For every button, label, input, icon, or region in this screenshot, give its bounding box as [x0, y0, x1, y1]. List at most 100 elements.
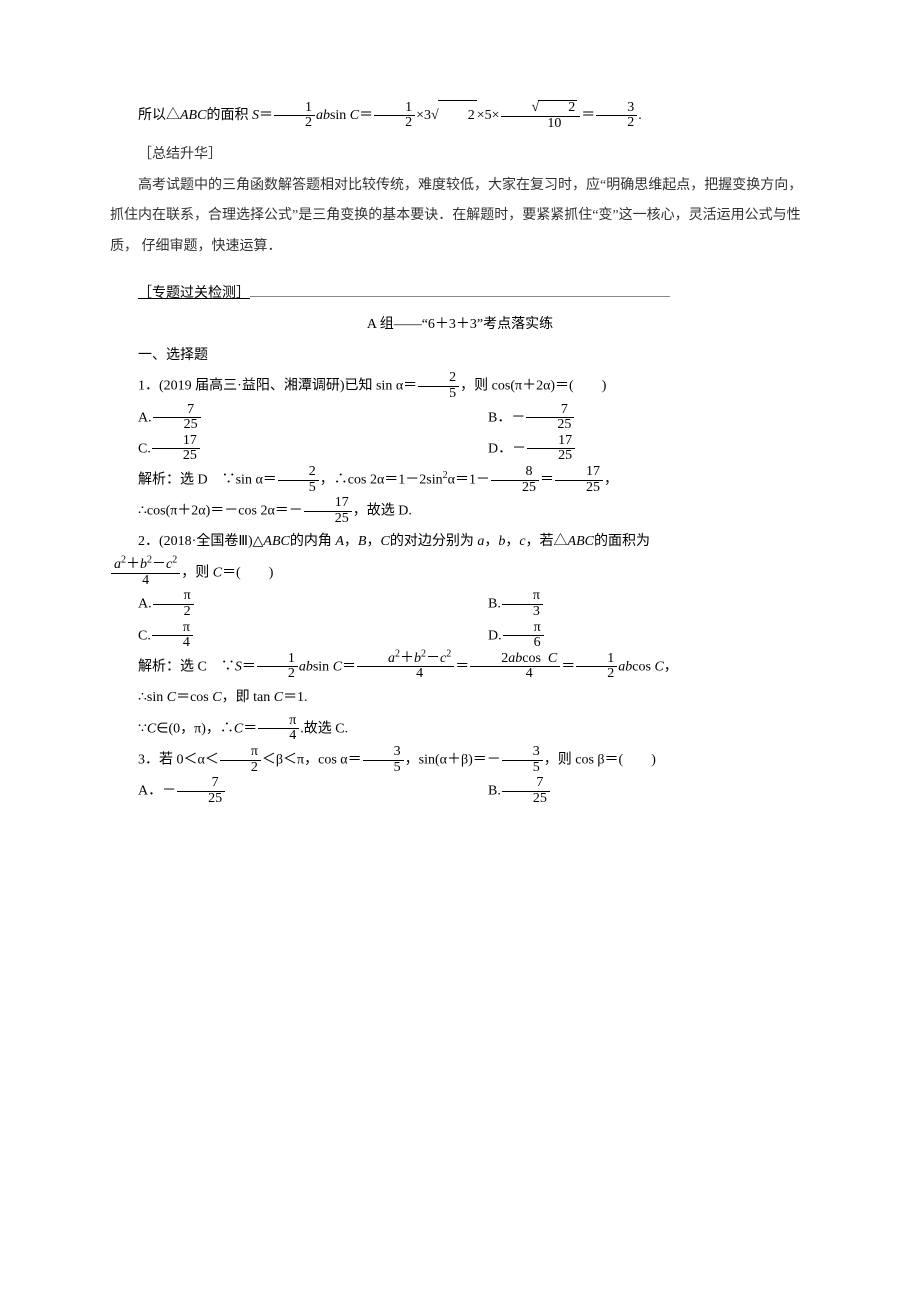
var: b [414, 651, 421, 666]
q2-solution-line2: ∴sin C＝cos C，即 tan C＝1. [110, 683, 810, 714]
q3-options-row1: A．－725 B.725 [110, 776, 810, 807]
exp: 2 [172, 555, 177, 566]
denominator: 25 [502, 792, 550, 807]
eq: ＝ [342, 659, 356, 674]
numerator: 17 [152, 434, 200, 450]
tri: ABC [568, 534, 594, 549]
text: ＜β＜π，cos α＝ [262, 752, 362, 767]
period: . [638, 108, 642, 123]
denominator: 2 [257, 667, 298, 682]
denominator: 4 [357, 667, 454, 682]
opt-label: B. [488, 597, 501, 612]
fraction: 1725 [527, 434, 575, 464]
comma: ， [664, 659, 678, 674]
q2-solution-line1: 解析：选 C ∵S＝12absin C＝a2＋b2－c24＝2abcos C4＝… [110, 652, 810, 683]
fraction: 32 [596, 101, 637, 131]
denominator: 25 [527, 449, 575, 464]
sin: sin [330, 108, 350, 123]
area-formula-line: 所以△ABC的面积 S＝12absin C＝12×3√2×5×√210＝32. [110, 100, 810, 132]
numerator: 7 [153, 403, 201, 419]
var-s: S [235, 659, 242, 674]
numerator: π [152, 621, 193, 637]
three: 3 [424, 108, 431, 123]
var: a [388, 651, 395, 666]
underline-fill [250, 296, 670, 297]
text: ，则 [181, 566, 213, 581]
denominator: 6 [503, 636, 544, 651]
root-arg: 2 [538, 100, 577, 116]
fraction: a2＋b2－c24 [357, 652, 454, 682]
opt-label: A. [138, 410, 152, 425]
q2-options-row2: C.π4 D.π6 [110, 621, 810, 652]
root2: 2 [438, 100, 477, 132]
numerator: π [258, 714, 299, 730]
fraction: 2abcos C4 [470, 652, 560, 682]
denominator: 5 [418, 387, 459, 402]
text: ，即 tan [222, 690, 274, 705]
comma: ， [505, 534, 519, 549]
fraction: π4 [152, 621, 193, 651]
numerator: 2 [418, 371, 459, 387]
numerator: 3 [363, 745, 404, 761]
fraction: 725 [153, 403, 201, 433]
denominator: 4 [258, 729, 299, 744]
q3-option-a: A．－725 [110, 776, 460, 807]
cos: cos [522, 651, 544, 666]
document-page: 所以△ABC的面积 S＝12absin C＝12×3√2×5×√210＝32. … [0, 0, 920, 1302]
section-divider: ［专题过关检测］ [110, 279, 810, 310]
text: ＝1. [283, 690, 308, 705]
var-c-cap: C [380, 534, 389, 549]
cos: cos [632, 659, 654, 674]
denominator: 25 [526, 418, 574, 433]
fraction: 725 [502, 776, 550, 806]
fraction: 12 [374, 101, 415, 131]
numerator: π [503, 621, 544, 637]
var-c-cap: C [212, 690, 221, 705]
text: ∴cos(π＋2α)＝－cos 2α＝－ [138, 504, 303, 519]
q2-options-row1: A.π2 B.π3 [110, 589, 810, 620]
text: 的内角 [290, 534, 336, 549]
fraction: 825 [491, 465, 539, 495]
numerator: a2＋b2－c2 [357, 652, 454, 668]
text: 1．(2019 届高三·益阳、湘潭调研)已知 sin α＝ [138, 379, 417, 394]
exp: 2 [421, 648, 426, 659]
eq: ＝ [243, 721, 257, 736]
fraction: π3 [502, 589, 543, 619]
comma: ， [344, 534, 358, 549]
text: α＝1－ [448, 472, 490, 487]
numerator: 17 [304, 496, 352, 512]
exp: 2 [395, 648, 400, 659]
q1-solution-line1: 解析：选 D ∵sin α＝25，∴cos 2α＝1－2sin2α＝1－825＝… [110, 465, 810, 496]
fraction: 35 [363, 745, 404, 775]
callout-header: ［总结升华］ [110, 140, 810, 171]
var-ab: ab [618, 659, 632, 674]
fraction: √210 [501, 100, 581, 131]
exp: 2 [121, 555, 126, 566]
var-ab: ab [299, 659, 313, 674]
q1-option-c: C.1725 [110, 434, 460, 465]
opt-label: D. [488, 628, 502, 643]
var: C [548, 651, 557, 666]
q2-option-b: B.π3 [460, 589, 810, 620]
q1-option-d: D．－1725 [460, 434, 810, 465]
fraction: 1725 [555, 465, 603, 495]
comma: ， [366, 534, 380, 549]
fraction: 725 [526, 403, 574, 433]
opt-label: D．－ [488, 441, 526, 456]
denominator: 25 [491, 481, 539, 496]
numerator: π [502, 589, 543, 605]
denominator: 2 [274, 116, 315, 131]
fraction: π2 [220, 745, 261, 775]
fraction: 25 [278, 465, 319, 495]
text: ，若△ [526, 534, 568, 549]
var-s: S [252, 108, 259, 123]
text: ，∴cos 2α＝1－2sin [320, 472, 443, 487]
five: 5 [485, 108, 492, 123]
exp: 2 [446, 648, 451, 659]
denominator: 25 [555, 481, 603, 496]
denominator: 25 [153, 418, 201, 433]
denominator: 25 [152, 449, 200, 464]
var-c-cap: C [147, 721, 156, 736]
times: × [416, 108, 424, 123]
eq: ＝ [455, 659, 469, 674]
